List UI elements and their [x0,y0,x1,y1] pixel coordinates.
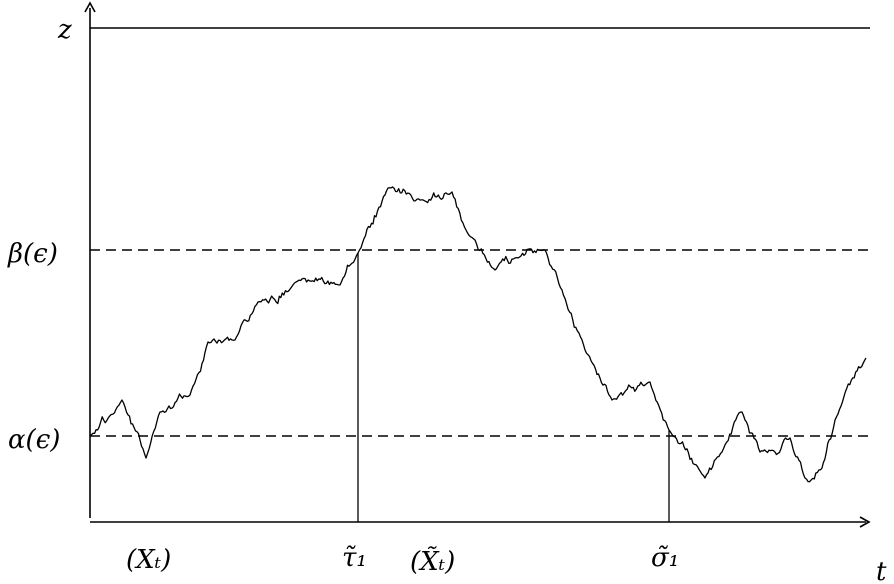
sigma1-label: σ̃₁ [651,543,679,573]
tau1-label: τ̃₁ [342,543,367,573]
axes [84,1,871,528]
level-z-label: z [57,15,72,45]
brownian-path [89,186,867,483]
level-alpha-label: α(ϵ) [8,425,60,455]
levels [90,27,870,437]
time-marker-lines [357,253,670,522]
process-Xtilde-label: (X̃ₜ) [410,546,455,577]
y-axis-arrowhead [84,1,96,13]
process-X-label: (Xₜ) [126,545,171,575]
level-beta-label: β(ϵ) [7,239,58,269]
x-axis-arrowhead [859,516,871,528]
x-axis-label: t [876,557,887,584]
